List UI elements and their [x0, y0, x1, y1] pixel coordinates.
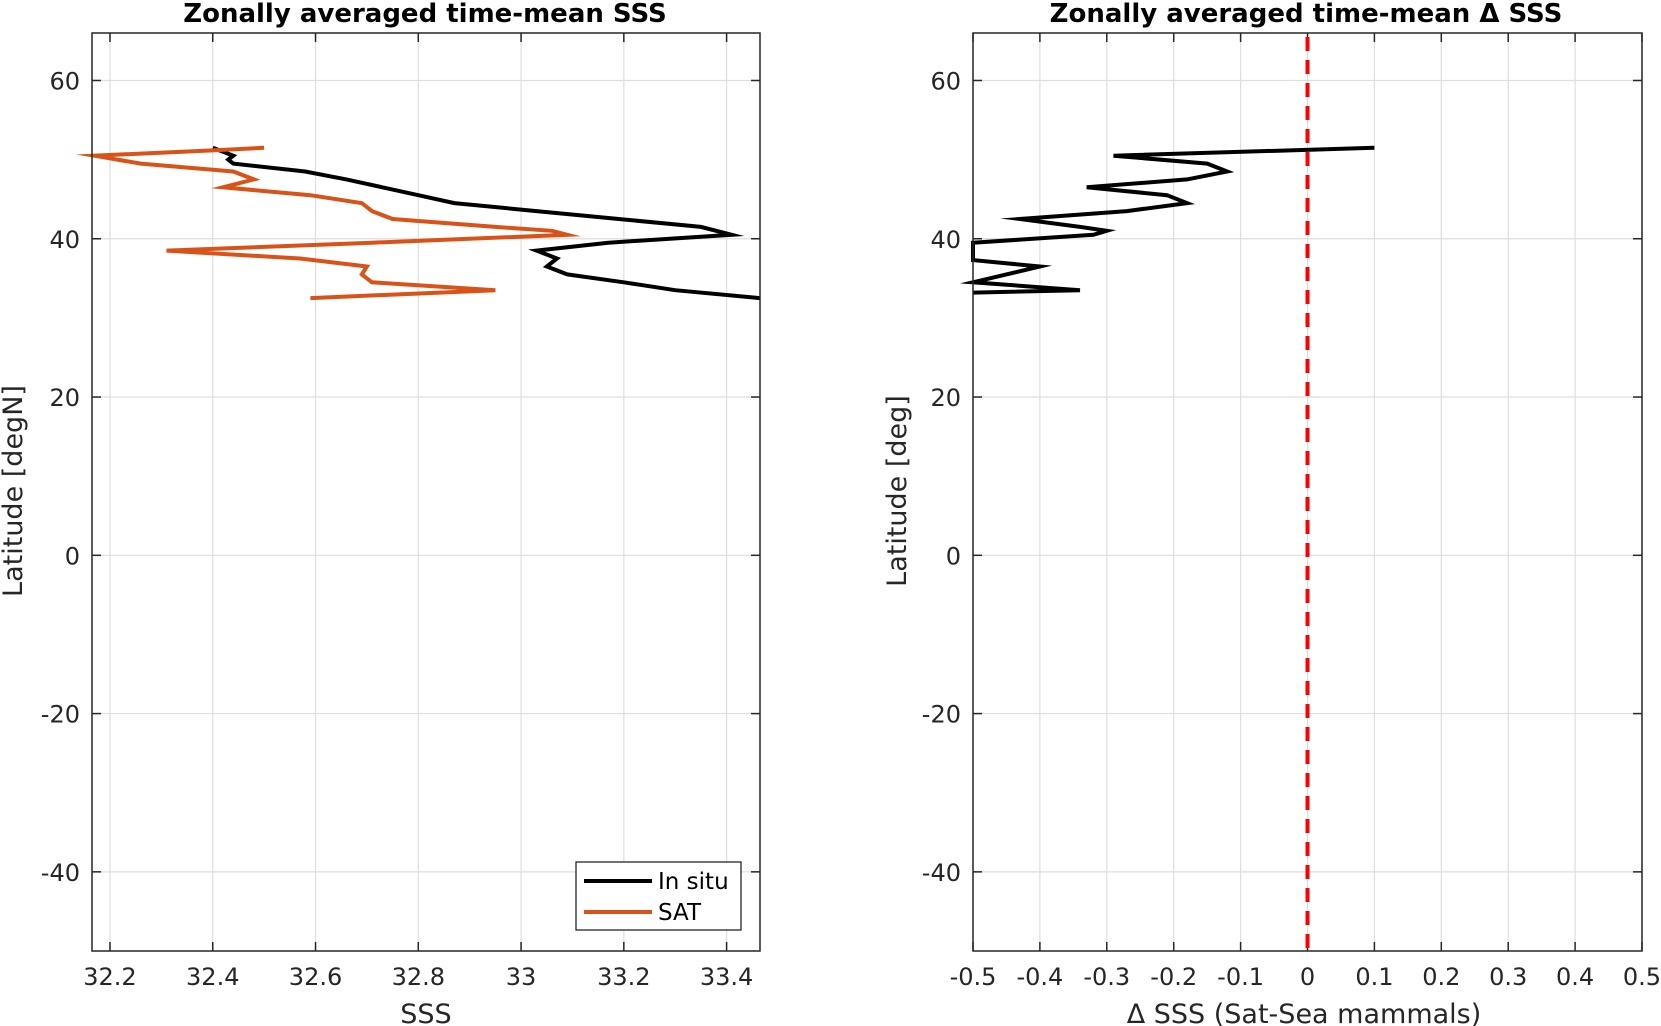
- y-tick-label: 40: [49, 226, 80, 254]
- x-tick-label: -0.1: [1217, 963, 1264, 991]
- x-tick-label: 0.5: [1623, 963, 1661, 991]
- grid: [972, 33, 1643, 951]
- x-tick-label: 0.3: [1489, 963, 1527, 991]
- series-line-sat: [75, 145, 581, 301]
- x-axis-label: SSS: [400, 999, 451, 1026]
- x-tick-label: 32.4: [186, 963, 239, 991]
- x-tick-label: 33: [506, 963, 537, 991]
- ticks: -0.5 -0.4 -0.3 -0.2 -0.1 0 0.1 0.2 0.3 0.4 0.5 -40 -…: [922, 33, 1661, 991]
- y-tick-label: -40: [922, 859, 961, 887]
- y-tick-label: -20: [41, 701, 80, 729]
- grid: [92, 33, 760, 951]
- chart-title: Zonally averaged time-mean Δ SSS: [1050, 0, 1563, 29]
- ticks: 32.2 32.4 32.6 32.8 33 33.2 33.4 -40 -20 0 20 40 60: [41, 33, 760, 991]
- sss-panel: Zonally averaged time-mean SSS 32.2 32.4 3…: [0, 0, 761, 1026]
- chart-title: Zonally averaged time-mean SSS: [183, 0, 667, 29]
- axes-frame: [972, 32, 1643, 952]
- y-tick-label: 60: [930, 67, 961, 95]
- legend-box: [575, 861, 742, 931]
- legend-label-sat: SAT: [658, 900, 702, 926]
- x-tick-label: 0.4: [1556, 963, 1594, 991]
- x-tick-label: -0.3: [1083, 963, 1130, 991]
- y-tick-label: 20: [49, 384, 80, 412]
- y-tick-label: -20: [922, 701, 961, 729]
- series-group: [75, 145, 761, 301]
- x-tick-label: 33.2: [597, 963, 650, 991]
- y-tick-label: 60: [49, 67, 80, 95]
- y-axis-label: Latitude [deg]: [882, 395, 913, 587]
- x-tick-label: -0.5: [950, 963, 997, 991]
- y-tick-label: -40: [41, 859, 80, 887]
- x-tick-label: -0.4: [1016, 963, 1063, 991]
- x-tick-label: 0: [1300, 963, 1315, 991]
- delta-sss-line: [959, 145, 1375, 295]
- x-tick-label: 33.4: [700, 963, 753, 991]
- x-tick-label: 32.8: [392, 963, 445, 991]
- x-tick-label: 0.2: [1422, 963, 1460, 991]
- series-line-in-situ: [212, 145, 761, 301]
- y-tick-label: 0: [946, 542, 961, 570]
- axes-frame: [91, 32, 761, 952]
- legend-label-in-situ: In situ: [658, 869, 729, 895]
- x-tick-label: 32.2: [83, 963, 136, 991]
- y-tick-label: 40: [930, 226, 961, 254]
- y-tick-label: 20: [930, 384, 961, 412]
- y-tick-label: 0: [65, 542, 80, 570]
- x-tick-label: 0.1: [1355, 963, 1393, 991]
- x-tick-label: 32.6: [289, 963, 342, 991]
- x-tick-label: -0.2: [1150, 963, 1197, 991]
- delta-sss-panel: Zonally averaged time-mean Δ SSS -0.5 -0.…: [882, 0, 1661, 1026]
- series-group: [959, 37, 1375, 951]
- x-axis-label: Δ SSS (Sat-Sea mammals): [1127, 999, 1482, 1026]
- y-axis-label: Latitude [degN]: [0, 385, 29, 597]
- legend: In situ SAT: [575, 861, 742, 931]
